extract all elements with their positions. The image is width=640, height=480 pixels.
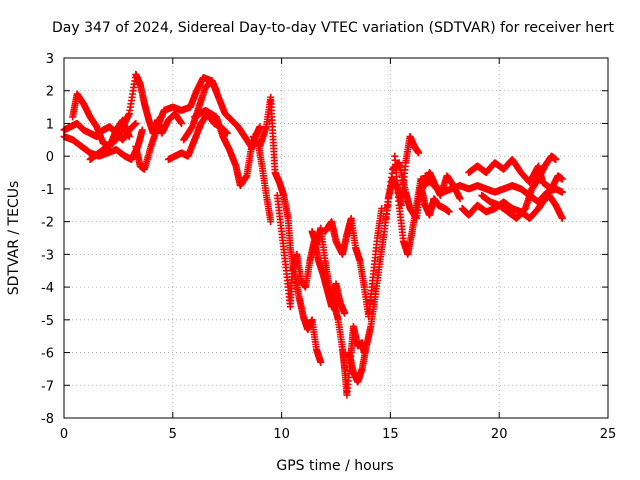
series-track	[273, 191, 349, 317]
data-point-marker	[552, 155, 560, 163]
series-track	[465, 155, 566, 193]
series-track	[180, 77, 275, 226]
data-point-marker	[178, 119, 186, 127]
y-tick-label: -5	[41, 314, 54, 329]
y-tick-label: -1	[41, 183, 54, 198]
y-tick-label: 0	[46, 150, 54, 165]
series-track	[458, 191, 566, 222]
data-point-marker	[317, 358, 325, 366]
y-tick-label: -3	[41, 248, 54, 263]
x-tick-label: 20	[491, 427, 508, 442]
data-point-marker	[558, 214, 566, 222]
data-point-marker	[456, 195, 464, 203]
y-tick-label: -8	[41, 412, 54, 427]
y-axis-label: SDTVAR / TECUs	[6, 181, 22, 296]
x-axis-label: GPS time / hours	[276, 458, 393, 474]
data-point-marker	[256, 123, 264, 131]
y-tick-label: -6	[41, 347, 54, 362]
y-tick-label: 3	[46, 52, 54, 67]
data-point-marker	[558, 188, 566, 196]
data-point-marker	[378, 205, 386, 213]
x-tick-label: 10	[273, 427, 290, 442]
chart-title: Day 347 of 2024, Sidereal Day-to-day VTE…	[52, 20, 614, 36]
x-tick-label: 25	[600, 427, 617, 442]
series-track	[321, 205, 386, 321]
plot-border	[63, 57, 609, 419]
data-point-marker	[558, 175, 566, 183]
data-point-marker	[445, 208, 453, 216]
data-point-marker	[138, 126, 146, 134]
y-tick-label: 2	[46, 85, 54, 100]
y-tick-label: -4	[41, 281, 54, 296]
y-tick-label: 1	[46, 117, 54, 132]
series-track	[249, 93, 325, 366]
data-series	[60, 70, 566, 399]
x-tick-label: 0	[60, 427, 68, 442]
data-point-marker	[132, 119, 140, 127]
y-tick-label: -2	[41, 216, 54, 231]
data-point-marker	[125, 133, 133, 141]
y-tick-label: -7	[41, 379, 54, 394]
x-tick-label: 5	[169, 427, 177, 442]
data-point-marker	[341, 309, 349, 317]
x-tick-label: 15	[382, 427, 399, 442]
series-track	[478, 152, 560, 222]
series-track	[421, 172, 566, 206]
data-point-marker	[267, 218, 275, 226]
data-point-marker	[415, 149, 423, 157]
